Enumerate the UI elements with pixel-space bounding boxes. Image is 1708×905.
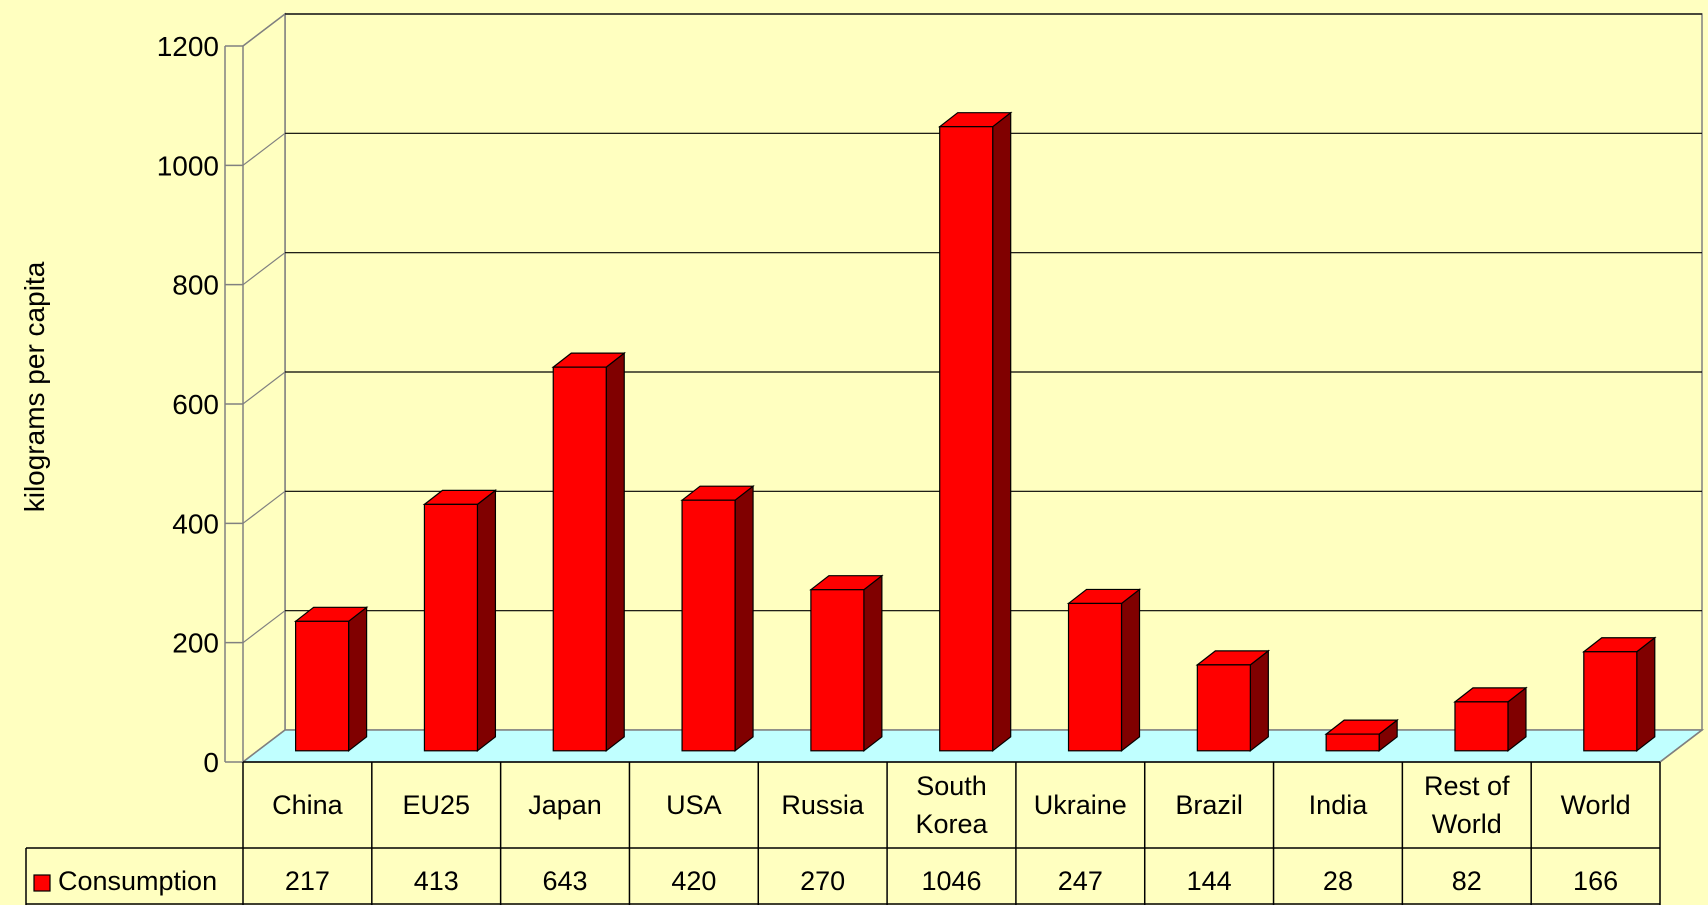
bar-side <box>348 606 368 753</box>
bar-brazil <box>1195 649 1271 753</box>
bar-front <box>1325 733 1380 752</box>
category-label: China <box>272 790 344 820</box>
data-table: Consumption China 217 EU25 413 Japan 643 USA 420… <box>25 729 1703 905</box>
y-axis: 0 200 400 600 800 1000 1200 <box>157 31 243 778</box>
category-label: USA <box>666 790 722 820</box>
gridline-side <box>242 371 286 405</box>
y-tick-label: 400 <box>172 508 219 539</box>
bar-china <box>293 606 369 753</box>
data-value-label: 413 <box>414 866 459 896</box>
data-value-label: 82 <box>1452 866 1482 896</box>
y-tick-label: 800 <box>172 270 219 301</box>
legend-series-name: Consumption <box>58 866 217 896</box>
data-value-label: 643 <box>543 866 588 896</box>
category-label: Brazil <box>1175 790 1243 820</box>
bar-front <box>681 499 736 752</box>
category-label: Ukraine <box>1034 790 1127 820</box>
bar-side <box>734 484 754 753</box>
gridline-side <box>242 13 286 47</box>
bar-side <box>863 574 883 753</box>
bar-front <box>552 366 607 752</box>
bar-front <box>810 589 865 752</box>
gridline-side <box>242 132 286 166</box>
category-label: Russia <box>781 790 865 820</box>
bar-front <box>295 620 350 752</box>
bar-front <box>1583 651 1638 752</box>
y-tick-label: 200 <box>172 628 219 659</box>
bar-japan <box>551 351 626 753</box>
data-value-label: 420 <box>671 866 716 896</box>
category-label: Korea <box>915 809 988 839</box>
bar-south-korea <box>937 111 1013 753</box>
category-label: Japan <box>528 790 602 820</box>
y-tick-label: 1200 <box>157 31 219 62</box>
category-label: India <box>1309 790 1369 820</box>
table-edge <box>1659 729 1703 763</box>
bar-side <box>476 489 497 753</box>
y-tick-label: 600 <box>172 389 219 420</box>
category-label: Rest of <box>1424 771 1510 801</box>
gridline-side <box>242 610 286 644</box>
bar-russia <box>809 574 884 753</box>
category-label: South <box>916 771 987 801</box>
bar-front <box>1067 602 1123 752</box>
bar-ukraine <box>1066 588 1142 753</box>
data-value-label: 166 <box>1573 866 1618 896</box>
bar-eu25 <box>422 489 498 753</box>
bar-side <box>605 351 625 753</box>
bar-world <box>1582 636 1657 753</box>
bar-side <box>1120 588 1141 753</box>
bar-front <box>1454 701 1509 752</box>
y-tick-label: 1000 <box>157 150 219 181</box>
bar-rest-of-world <box>1453 686 1528 753</box>
y-axis-label: kilograms per capita <box>19 261 50 512</box>
bar-side <box>1636 636 1656 753</box>
data-value-label: 217 <box>285 866 330 896</box>
data-value-label: 28 <box>1323 866 1353 896</box>
bar-side <box>1249 649 1269 753</box>
bar-front <box>423 503 479 752</box>
data-value-label: 1046 <box>921 866 981 896</box>
gridline-side <box>242 490 286 524</box>
category-label: EU25 <box>402 790 470 820</box>
y-tick-label: 0 <box>203 747 219 778</box>
bar-india <box>1324 718 1399 753</box>
data-value-label: 144 <box>1187 866 1232 896</box>
bars <box>293 111 1657 753</box>
category-label: World <box>1561 790 1631 820</box>
legend-swatch <box>33 874 51 892</box>
category-label: World <box>1432 809 1502 839</box>
bar-front <box>939 126 994 752</box>
bar-side <box>992 111 1012 753</box>
bar-front <box>1196 664 1251 752</box>
bar-usa <box>680 484 755 753</box>
data-value-label: 270 <box>800 866 845 896</box>
gridline-side <box>242 729 286 763</box>
gridline-side <box>242 252 286 286</box>
data-value-label: 247 <box>1058 866 1103 896</box>
